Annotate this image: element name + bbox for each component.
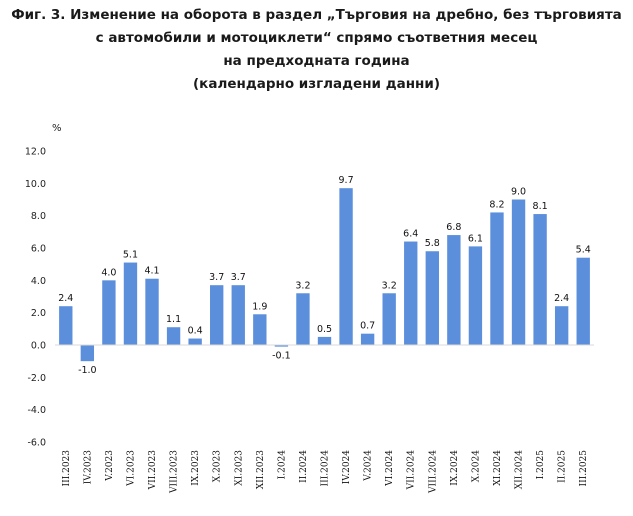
y-tick-label: 12.0 (25, 147, 46, 158)
x-tick-label: XI.2023 (234, 450, 244, 486)
x-tick-label: X.2024 (471, 450, 481, 482)
x-tick-label: I.2024 (277, 450, 287, 480)
x-tick-label: IV.2023 (83, 450, 93, 485)
x-tick-label: VIII.2024 (428, 450, 438, 494)
y-axis-unit-label: % (52, 123, 62, 134)
x-tick-label: V.2023 (105, 450, 115, 482)
x-tick-label: II.2024 (299, 450, 309, 483)
bar (59, 306, 73, 345)
data-label: 1.9 (252, 301, 267, 312)
data-label: -0.1 (272, 351, 291, 362)
x-tick-label: VI.2024 (385, 450, 395, 487)
data-label: 4.0 (101, 267, 116, 278)
y-tick-label: 0.0 (31, 341, 46, 352)
x-tick-label: VIII.2023 (170, 450, 180, 494)
data-label: 3.2 (295, 280, 310, 291)
data-label: 5.1 (123, 250, 138, 261)
x-tick-label: III.2024 (321, 450, 331, 487)
x-tick-label: III.2025 (579, 450, 589, 487)
title-line-3: на предходната година (223, 53, 410, 69)
bar (404, 241, 418, 345)
y-tick-label: 2.0 (31, 308, 46, 319)
y-axis: 12.0 10.0 8.0 6.0 4.0 2.0 0.0 -2.0 -4.0 -6.0 (25, 147, 46, 449)
data-label: 4.1 (144, 266, 159, 277)
data-label: 3.7 (231, 272, 246, 283)
x-tick-label: VII.2023 (148, 450, 158, 491)
x-tick-label: IV.2024 (342, 450, 352, 485)
y-tick-label: -4.0 (27, 405, 46, 416)
data-label: 3.2 (382, 280, 397, 291)
x-tick-label: XII.2023 (256, 450, 266, 490)
x-axis-labels-group: III.2023 IV.2023 V.2023 VI.2023 VII.2023 VIII… (62, 450, 589, 494)
x-tick-label: X.2023 (213, 450, 223, 482)
data-label: 5.8 (425, 238, 440, 249)
data-label: 2.4 (554, 293, 569, 304)
chart-title: Фиг. 3. Изменение на оборота в раздел „Т… (0, 4, 633, 96)
data-label: 9.0 (511, 187, 526, 198)
bar (576, 257, 590, 345)
bar (490, 212, 504, 345)
bar (447, 235, 461, 345)
bar (80, 345, 95, 362)
title-line-2: с автомобили и мотоциклети“ спрямо съотв… (95, 30, 538, 46)
data-label: 6.8 (446, 222, 461, 233)
bar (123, 262, 138, 345)
data-label: 6.4 (403, 229, 418, 240)
bar (210, 285, 224, 345)
bar (102, 280, 116, 345)
data-label: -1.0 (78, 365, 97, 376)
data-label: 1.1 (166, 314, 181, 325)
bar (145, 278, 159, 345)
y-tick-label: 6.0 (31, 244, 46, 255)
bar (360, 333, 375, 345)
x-tick-label: VII.2024 (407, 450, 417, 491)
data-label: 3.7 (209, 272, 224, 283)
bar (166, 327, 181, 345)
y-tick-label: 10.0 (25, 179, 46, 190)
bar (425, 251, 439, 345)
x-tick-label: V.2024 (364, 450, 374, 482)
y-tick-label: 4.0 (31, 276, 46, 287)
x-tick-label: XII.2024 (515, 450, 525, 490)
y-tick-label: -2.0 (27, 373, 46, 384)
title-line-1: Фиг. 3. Изменение на оборота в раздел „Т… (11, 7, 622, 23)
bar (468, 246, 483, 345)
x-tick-label: IX.2024 (450, 450, 460, 486)
data-label: 9.7 (339, 175, 354, 186)
x-tick-label: VI.2023 (126, 450, 136, 487)
y-tick-label: 8.0 (31, 211, 46, 222)
data-label: 5.4 (576, 245, 591, 256)
x-tick-label: IX.2023 (191, 450, 201, 486)
data-labels-group: 2.4 -1.0 4.0 5.1 4.1 1.1 0.4 3.7 3.7 1.9 -0.1 3.2 0.… (58, 175, 591, 376)
bar (533, 214, 547, 345)
data-label: 8.1 (533, 201, 548, 212)
x-tick-label: XI.2024 (493, 450, 503, 486)
bar (253, 314, 267, 345)
bar (339, 188, 353, 345)
bar (554, 306, 569, 345)
bar (317, 336, 332, 345)
bar (511, 199, 526, 345)
data-label: 2.4 (58, 293, 73, 304)
bars-group (59, 188, 590, 362)
data-label: 8.2 (489, 199, 504, 210)
x-tick-label: III.2023 (62, 450, 72, 487)
bar (382, 293, 396, 345)
data-label: 0.4 (188, 326, 203, 337)
y-tick-label: -6.0 (27, 438, 46, 449)
bar (188, 338, 202, 345)
data-label: 6.1 (468, 233, 483, 244)
data-label: 0.7 (360, 321, 375, 332)
x-tick-label: II.2025 (558, 450, 568, 483)
x-tick-label: I.2025 (536, 450, 546, 480)
bar (274, 345, 289, 347)
data-label: 0.5 (317, 324, 332, 335)
title-line-4: (календарно изгладени данни) (193, 76, 440, 92)
bar (296, 293, 310, 345)
bar (231, 285, 245, 345)
